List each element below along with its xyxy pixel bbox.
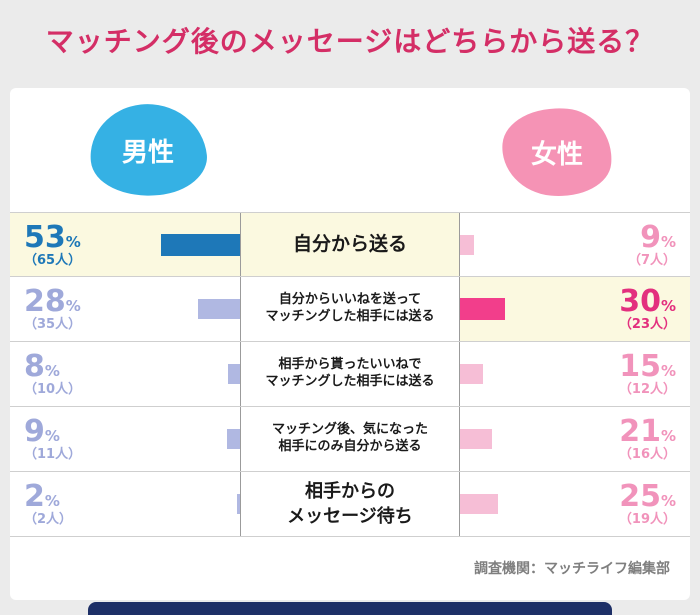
- female-stat: 9% （7人）: [628, 221, 676, 268]
- answer-label: マッチング後、気になった 相手にのみ自分から送る: [271, 422, 428, 454]
- male-count: （10人）: [24, 382, 82, 398]
- female-cell: 15% （12人）: [460, 342, 690, 406]
- female-count: （7人）: [627, 252, 676, 268]
- female-stat: 15% （12人）: [619, 350, 676, 397]
- male-percent-value: 9: [24, 414, 45, 450]
- female-cell: 9% （7人）: [460, 213, 690, 276]
- male-legend-label: 男性: [121, 137, 175, 168]
- table-row: 28% （35人） 自分からいいねを送って マッチングした相手には送る 30% …: [10, 277, 690, 342]
- table-row: 9% （11人） マッチング後、気になった 相手にのみ自分から送る 21% （1…: [10, 407, 690, 472]
- female-bar: [460, 298, 505, 320]
- male-stat: 9% （11人）: [24, 415, 81, 462]
- answer-label-cell: 自分からいいねを送って マッチングした相手には送る: [240, 277, 460, 341]
- female-stat: 25% （19人）: [619, 480, 676, 527]
- male-cell: 53% （65人）: [10, 213, 240, 276]
- female-bar: [460, 494, 498, 514]
- female-percent-value: 30: [619, 284, 661, 320]
- female-count: （16人）: [618, 447, 676, 463]
- source-credit: 調査機関：マッチライフ編集部: [474, 561, 670, 577]
- percent-sign: %: [660, 362, 676, 381]
- percent-sign: %: [44, 362, 60, 381]
- male-cell: 28% （35人）: [10, 277, 240, 341]
- percent-sign: %: [65, 232, 81, 251]
- female-stat: 21% （16人）: [619, 415, 676, 462]
- answer-label: 自分からいいねを送って マッチングした相手には送る: [265, 292, 435, 324]
- female-cell: 21% （16人）: [460, 407, 690, 471]
- table-row: 2% （2人） 相手からの メッセージ待ち 25% （19人）: [10, 472, 690, 537]
- male-count: （11人）: [24, 447, 82, 463]
- male-count: （2人）: [24, 512, 73, 528]
- page-title: マッチング後のメッセージはどちらから送る？: [45, 25, 655, 58]
- female-bar: [460, 234, 474, 255]
- female-percent-value: 9: [640, 219, 661, 255]
- male-count: （65人）: [24, 252, 82, 268]
- male-bar: [226, 429, 240, 449]
- chart-card: 男性 女性 53% （65人） 自分から送る: [10, 88, 690, 600]
- percent-sign: %: [660, 427, 676, 446]
- male-bar: [228, 364, 240, 384]
- male-stat: 28% （35人）: [24, 285, 81, 332]
- percent-sign: %: [65, 297, 81, 316]
- male-count: （35人）: [24, 317, 82, 333]
- answer-label: 自分から送る: [292, 233, 407, 256]
- male-bar: [198, 299, 240, 319]
- answer-label-cell: マッチング後、気になった 相手にのみ自分から送る: [240, 407, 460, 471]
- female-bar: [460, 364, 483, 384]
- table-row: 53% （65人） 自分から送る 9% （7人）: [10, 212, 690, 277]
- answer-label-cell: 相手から貰ったいいねで マッチングした相手には送る: [240, 342, 460, 406]
- male-cell: 9% （11人）: [10, 407, 240, 471]
- male-stat: 8% （10人）: [24, 350, 81, 397]
- answer-label-cell: 自分から送る: [240, 213, 460, 276]
- male-bar: [237, 494, 240, 514]
- answer-label: 相手からの メッセージ待ち: [287, 480, 413, 527]
- male-stat: 53% （65人）: [24, 221, 81, 268]
- female-cell: 25% （19人）: [460, 472, 690, 536]
- male-percent-value: 8: [24, 349, 45, 385]
- female-count: （23人）: [618, 317, 676, 333]
- percent-sign: %: [44, 492, 60, 511]
- male-percent-value: 53: [24, 219, 66, 255]
- male-percent-value: 28: [24, 284, 66, 320]
- male-bar: [160, 233, 240, 256]
- chart-table: 53% （65人） 自分から送る 9% （7人）: [10, 212, 690, 537]
- female-stat: 30% （23人）: [619, 285, 676, 332]
- percent-sign: %: [44, 427, 60, 446]
- answer-label: 相手から貰ったいいねで マッチングした相手には送る: [265, 357, 435, 389]
- male-cell: 2% （2人）: [10, 472, 240, 536]
- female-percent-value: 15: [619, 349, 661, 385]
- percent-sign: %: [660, 232, 676, 251]
- table-row: 8% （10人） 相手から貰ったいいねで マッチングした相手には送る 15% （…: [10, 342, 690, 407]
- male-cell: 8% （10人）: [10, 342, 240, 406]
- bottom-banner-edge: [88, 602, 612, 615]
- female-percent-value: 21: [619, 414, 661, 450]
- male-percent-value: 2: [24, 479, 45, 515]
- percent-sign: %: [660, 297, 676, 316]
- female-bar: [460, 429, 492, 449]
- female-count: （12人）: [618, 382, 676, 398]
- male-legend-blob: 男性: [85, 98, 211, 202]
- answer-label-cell: 相手からの メッセージ待ち: [240, 472, 460, 536]
- female-legend-blob: 女性: [498, 103, 616, 201]
- male-stat: 2% （2人）: [24, 480, 72, 527]
- female-cell: 30% （23人）: [460, 277, 690, 341]
- female-count: （19人）: [618, 512, 676, 528]
- female-legend-label: 女性: [530, 139, 583, 170]
- female-percent-value: 25: [619, 479, 661, 515]
- legend-blobs: 男性 女性: [10, 88, 690, 212]
- percent-sign: %: [660, 492, 676, 511]
